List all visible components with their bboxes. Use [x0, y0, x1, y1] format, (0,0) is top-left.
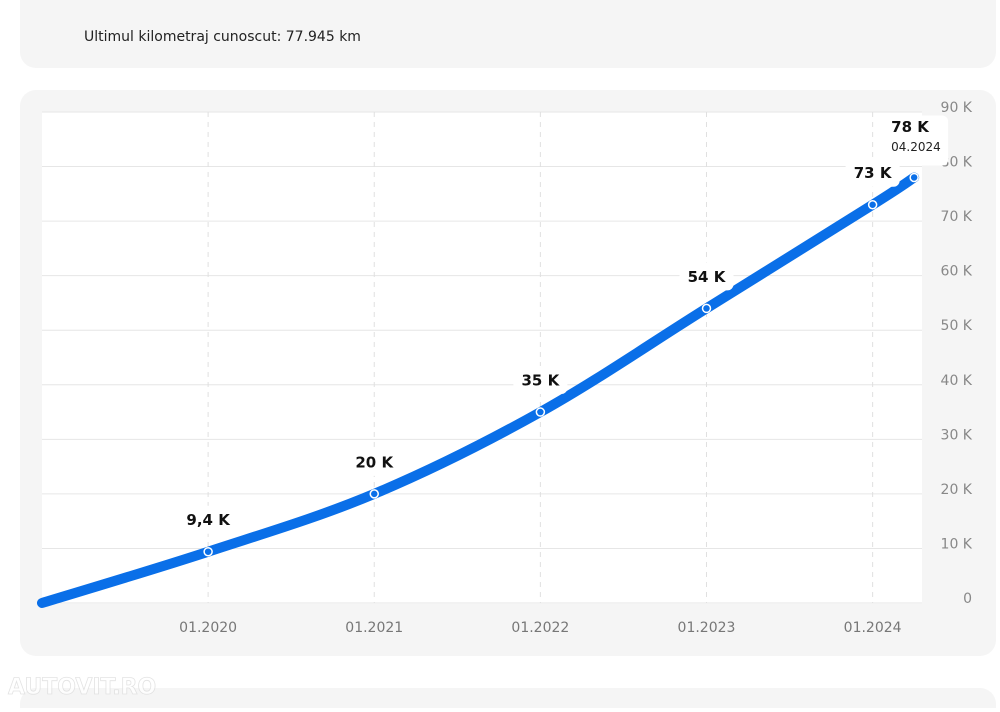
point — [535, 407, 546, 417]
point — [369, 489, 379, 499]
info-card — [20, 0, 996, 68]
value-label: 20 K — [355, 453, 394, 471]
value-label: 78 K — [891, 118, 930, 136]
point — [203, 546, 213, 557]
y-tick-label: 40 K — [941, 373, 973, 389]
y-tick-label: 90 K — [941, 100, 973, 116]
label-box — [679, 262, 734, 291]
y-tick-label: 10 K — [941, 536, 973, 552]
label-box — [347, 447, 402, 476]
y-tick-label: 20 K — [941, 482, 973, 498]
y-tick-label: 60 K — [941, 264, 973, 280]
value-label: 9,4 K — [186, 511, 231, 529]
y-tick-label: 30 K — [941, 427, 973, 443]
y-tick-label: 50 K — [941, 318, 973, 334]
next-card — [20, 688, 996, 712]
y-tick-label: 0 — [963, 591, 972, 607]
label-box — [845, 158, 900, 187]
y-tick-label: 80 K — [941, 155, 973, 171]
point — [701, 303, 712, 314]
point — [867, 199, 878, 210]
value-label: 54 K — [688, 268, 727, 286]
x-tick-label: 01.2024 — [844, 620, 902, 636]
watermark: AUTOVIT.RO — [8, 675, 156, 700]
plot-area — [42, 112, 922, 604]
y-tick-label: 70 K — [941, 209, 973, 225]
last-mileage: Ultimul kilometraj cunoscut: 77.945 km — [84, 29, 361, 45]
point — [909, 172, 919, 183]
value-label: 73 K — [854, 164, 893, 182]
x-tick-label: 01.2023 — [678, 620, 736, 636]
x-tick-label: 01.2020 — [179, 620, 237, 636]
label-box — [181, 505, 236, 534]
label-box — [886, 115, 949, 166]
label-box — [513, 366, 568, 395]
x-tick-label: 01.2021 — [345, 620, 403, 636]
x-tick-label: 01.2022 — [511, 620, 569, 636]
date-label: 04.2024 — [891, 140, 941, 154]
value-label: 35 K — [522, 372, 561, 390]
